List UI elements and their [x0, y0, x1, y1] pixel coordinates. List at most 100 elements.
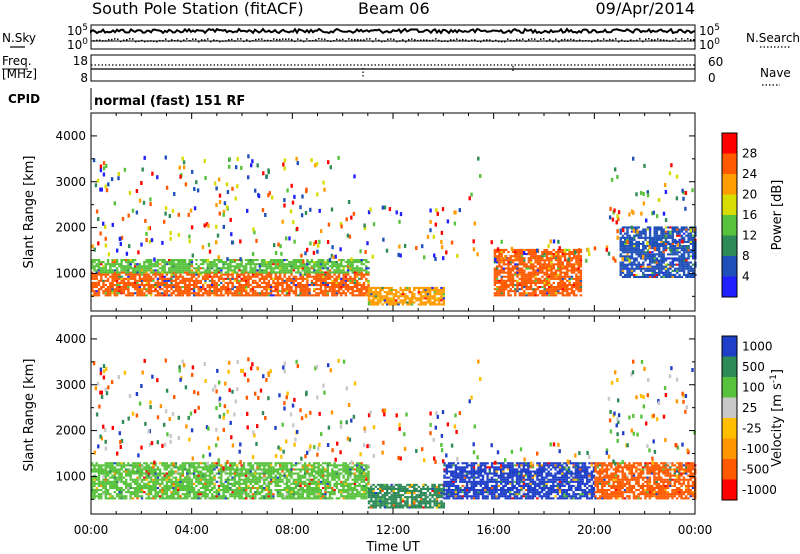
- heatmap-cell: [626, 238, 629, 241]
- heatmap-cell: [238, 265, 241, 268]
- heatmap-cell: [315, 277, 318, 280]
- heatmap-cell: [199, 279, 203, 282]
- heatmap-cell: [438, 301, 441, 304]
- heatmap-cell: [206, 269, 209, 272]
- heatmap-cell: [624, 257, 627, 260]
- heatmap-cell: [206, 292, 209, 295]
- heatmap-cell: [401, 295, 405, 298]
- heatmap-cell: [353, 271, 357, 274]
- heatmap-cell: [149, 497, 153, 500]
- heatmap-cell: [274, 275, 277, 278]
- heatmap-cell: [240, 292, 243, 295]
- heatmap-cell: [136, 292, 139, 295]
- heatmap-cell: [240, 277, 243, 280]
- heatmap-cell: [570, 284, 574, 287]
- nsearch-dot: [687, 38, 689, 40]
- heatmap-cell: [635, 192, 638, 197]
- heatmap-cell: [149, 261, 153, 264]
- heatmap-cell: [331, 263, 334, 266]
- heatmap-cell: [127, 286, 130, 289]
- heatmap-cell: [539, 257, 542, 260]
- heatmap-cell: [181, 265, 184, 268]
- heatmap-cell: [527, 273, 530, 276]
- heatmap-cell: [518, 288, 521, 291]
- heatmap-cell: [149, 202, 152, 207]
- heatmap-cell: [356, 279, 359, 282]
- heatmap-cell: [676, 251, 679, 254]
- heatmap-cell: [206, 273, 209, 276]
- heatmap-cell: [621, 251, 625, 254]
- heatmap-cell: [102, 468, 105, 471]
- heatmap-cell: [129, 284, 132, 287]
- heatmap-cell: [211, 462, 214, 465]
- heatmap-cell: [534, 281, 537, 284]
- heatmap-cell: [385, 248, 389, 253]
- heatmap-cell: [233, 269, 237, 272]
- heatmap-cell: [256, 284, 259, 287]
- heatmap-cell: [344, 286, 348, 289]
- heatmap-cell: [511, 265, 515, 268]
- heatmap-cell: [138, 466, 141, 469]
- nsearch-dot: [483, 39, 485, 41]
- heatmap-cell: [313, 269, 316, 272]
- heatmap-cell: [100, 484, 103, 487]
- heatmap-cell: [152, 263, 155, 266]
- heatmap-cell: [134, 284, 137, 287]
- heatmap-cell: [183, 286, 187, 289]
- heatmap-cell: [511, 279, 515, 282]
- heatmap-cell: [149, 294, 153, 297]
- heatmap-cell: [442, 303, 445, 306]
- heatmap-cell: [417, 293, 421, 296]
- heatmap-cell: [136, 495, 139, 498]
- heatmap-cell: [272, 279, 275, 282]
- heatmap-cell: [637, 255, 640, 258]
- heatmap-cell: [91, 281, 94, 284]
- heatmap-cell: [118, 288, 121, 291]
- heatmap-cell: [190, 484, 194, 487]
- heatmap-cell: [342, 290, 345, 293]
- heatmap-cell: [145, 273, 148, 276]
- heatmap-cell: [342, 284, 345, 287]
- heatmap-cell: [215, 466, 218, 469]
- heatmap-cell: [93, 482, 96, 485]
- heatmap-cell: [233, 259, 237, 262]
- heatmap-cell: [161, 271, 164, 274]
- heatmap-cell: [265, 261, 268, 264]
- heatmap-cell: [203, 159, 206, 164]
- heatmap-cell: [639, 242, 643, 245]
- heatmap-cell: [624, 247, 627, 250]
- heatmap-cell: [306, 273, 309, 276]
- heatmap-cell: [260, 275, 264, 278]
- heatmap-cell: [106, 482, 110, 485]
- heatmap-cell: [102, 281, 105, 284]
- heatmap-cell: [541, 267, 544, 270]
- heatmap-cell: [541, 269, 544, 272]
- heatmap-cell: [288, 271, 291, 274]
- heatmap-cell: [122, 281, 126, 284]
- heatmap-cell: [179, 495, 182, 498]
- heatmap-cell: [129, 275, 132, 278]
- heatmap-cell: [624, 255, 627, 258]
- heatmap-cell: [222, 267, 225, 270]
- heatmap-cell: [188, 487, 191, 490]
- heatmap-cell: [539, 281, 542, 284]
- heatmap-cell: [245, 277, 248, 280]
- heatmap-cell: [204, 476, 207, 479]
- heatmap-cell: [563, 255, 567, 258]
- heatmap-cell: [145, 493, 148, 496]
- heatmap-cell: [670, 248, 673, 253]
- heatmap-cell: [213, 292, 216, 295]
- heatmap-cell: [249, 284, 252, 287]
- heatmap-cell: [206, 258, 210, 263]
- heatmap-cell: [136, 462, 139, 465]
- heatmap-cell: [527, 292, 530, 295]
- heatmap-cell: [224, 487, 227, 490]
- heatmap-cell: [534, 271, 537, 274]
- heatmap-cell: [181, 497, 184, 500]
- heatmap-cell: [687, 273, 690, 276]
- heatmap-cell: [319, 271, 323, 274]
- heatmap-cell: [662, 234, 665, 237]
- heatmap-cell: [301, 194, 304, 199]
- heatmap-cell: [91, 468, 94, 471]
- heatmap-cell: [208, 290, 212, 293]
